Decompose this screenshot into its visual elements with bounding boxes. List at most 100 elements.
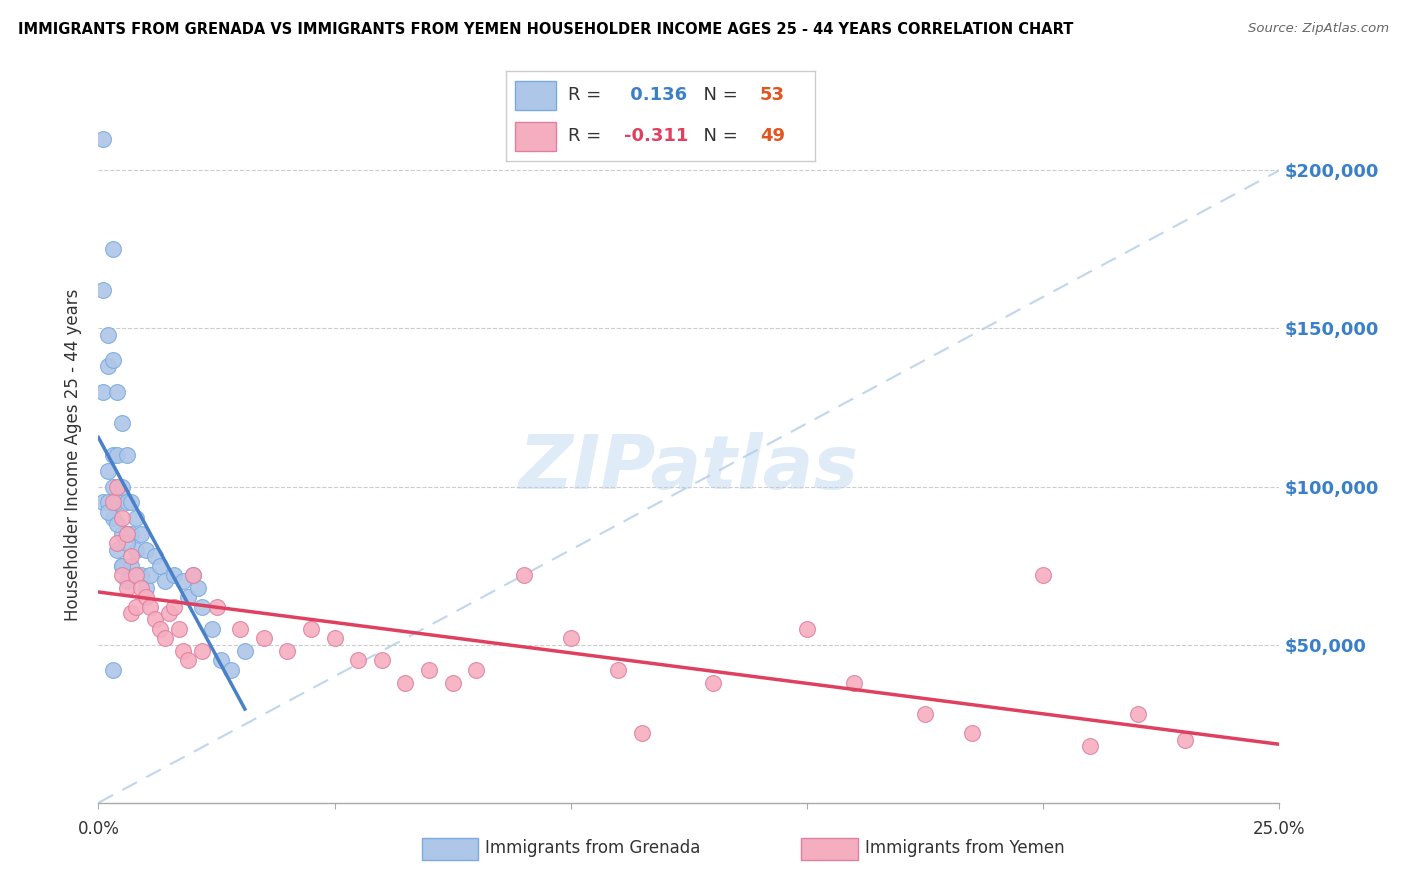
Point: [157, 606, 180, 620]
Point: [441, 675, 464, 690]
Point: [105, 542, 128, 557]
Point: [153, 632, 176, 646]
Point: [125, 599, 148, 614]
Point: [121, 549, 143, 563]
Point: [135, 591, 157, 605]
Point: [101, 353, 124, 368]
Text: 53: 53: [759, 87, 785, 104]
Point: [111, 558, 134, 573]
Point: [121, 495, 143, 509]
Point: [253, 632, 276, 646]
Text: 49: 49: [759, 128, 785, 145]
Point: [512, 568, 534, 582]
Point: [702, 675, 724, 690]
Point: [101, 663, 124, 677]
Point: [914, 707, 936, 722]
Point: [139, 568, 162, 582]
Point: [105, 517, 128, 532]
Text: Immigrants from Yemen: Immigrants from Yemen: [865, 839, 1064, 857]
Point: [97, 359, 120, 374]
Point: [394, 675, 416, 690]
Point: [105, 384, 128, 399]
Point: [91, 131, 114, 145]
Point: [167, 622, 190, 636]
Point: [1174, 732, 1197, 747]
Point: [1032, 568, 1054, 582]
Point: [143, 612, 166, 626]
Point: [105, 495, 128, 509]
Point: [172, 644, 194, 658]
Point: [115, 527, 138, 541]
Point: [962, 726, 984, 740]
Point: [105, 448, 128, 462]
Point: [181, 568, 204, 582]
Point: [135, 542, 157, 557]
Text: Source: ZipAtlas.com: Source: ZipAtlas.com: [1249, 22, 1389, 36]
Point: [105, 479, 128, 493]
Text: R =: R =: [568, 128, 607, 145]
Point: [101, 495, 124, 509]
Point: [149, 558, 172, 573]
Point: [111, 417, 134, 431]
Point: [129, 581, 152, 595]
Point: [115, 536, 138, 550]
Text: -0.311: -0.311: [624, 128, 688, 145]
Point: [149, 622, 172, 636]
Point: [125, 511, 148, 525]
Bar: [516, 122, 555, 151]
Point: [115, 574, 138, 589]
Point: [121, 527, 143, 541]
Point: [97, 495, 120, 509]
Point: [115, 448, 138, 462]
Point: [560, 632, 582, 646]
Point: [201, 622, 224, 636]
Text: 25.0%: 25.0%: [1253, 820, 1306, 838]
Point: [121, 558, 143, 573]
Point: [111, 568, 134, 582]
Text: N =: N =: [692, 87, 744, 104]
Point: [97, 464, 120, 478]
Point: [115, 527, 138, 541]
Text: ZIPatlas: ZIPatlas: [519, 433, 859, 506]
Point: [191, 599, 214, 614]
Point: [299, 622, 322, 636]
Point: [163, 599, 186, 614]
Point: [101, 448, 124, 462]
Bar: [516, 81, 555, 110]
Point: [323, 632, 346, 646]
Point: [125, 568, 148, 582]
Point: [101, 479, 124, 493]
Text: IMMIGRANTS FROM GRENADA VS IMMIGRANTS FROM YEMEN HOUSEHOLDER INCOME AGES 25 - 44: IMMIGRANTS FROM GRENADA VS IMMIGRANTS FR…: [18, 22, 1074, 37]
Point: [105, 536, 128, 550]
Point: [229, 622, 252, 636]
Point: [1080, 739, 1102, 753]
Point: [111, 527, 134, 541]
Point: [91, 384, 114, 399]
Point: [115, 495, 138, 509]
Point: [177, 591, 200, 605]
Point: [181, 568, 204, 582]
Point: [111, 511, 134, 525]
Point: [1126, 707, 1149, 722]
Point: [101, 511, 124, 525]
Point: [233, 644, 256, 658]
Point: [418, 663, 440, 677]
Point: [172, 574, 194, 589]
Point: [276, 644, 298, 658]
Text: 0.136: 0.136: [624, 87, 686, 104]
Point: [607, 663, 630, 677]
Point: [205, 599, 228, 614]
Text: 0.0%: 0.0%: [77, 820, 120, 838]
Point: [177, 653, 200, 667]
Point: [143, 549, 166, 563]
Point: [347, 653, 370, 667]
Point: [121, 606, 143, 620]
Point: [111, 558, 134, 573]
Point: [129, 568, 152, 582]
Point: [115, 581, 138, 595]
Point: [187, 581, 209, 595]
Point: [191, 644, 214, 658]
Point: [135, 581, 157, 595]
Point: [163, 568, 186, 582]
Point: [844, 675, 866, 690]
